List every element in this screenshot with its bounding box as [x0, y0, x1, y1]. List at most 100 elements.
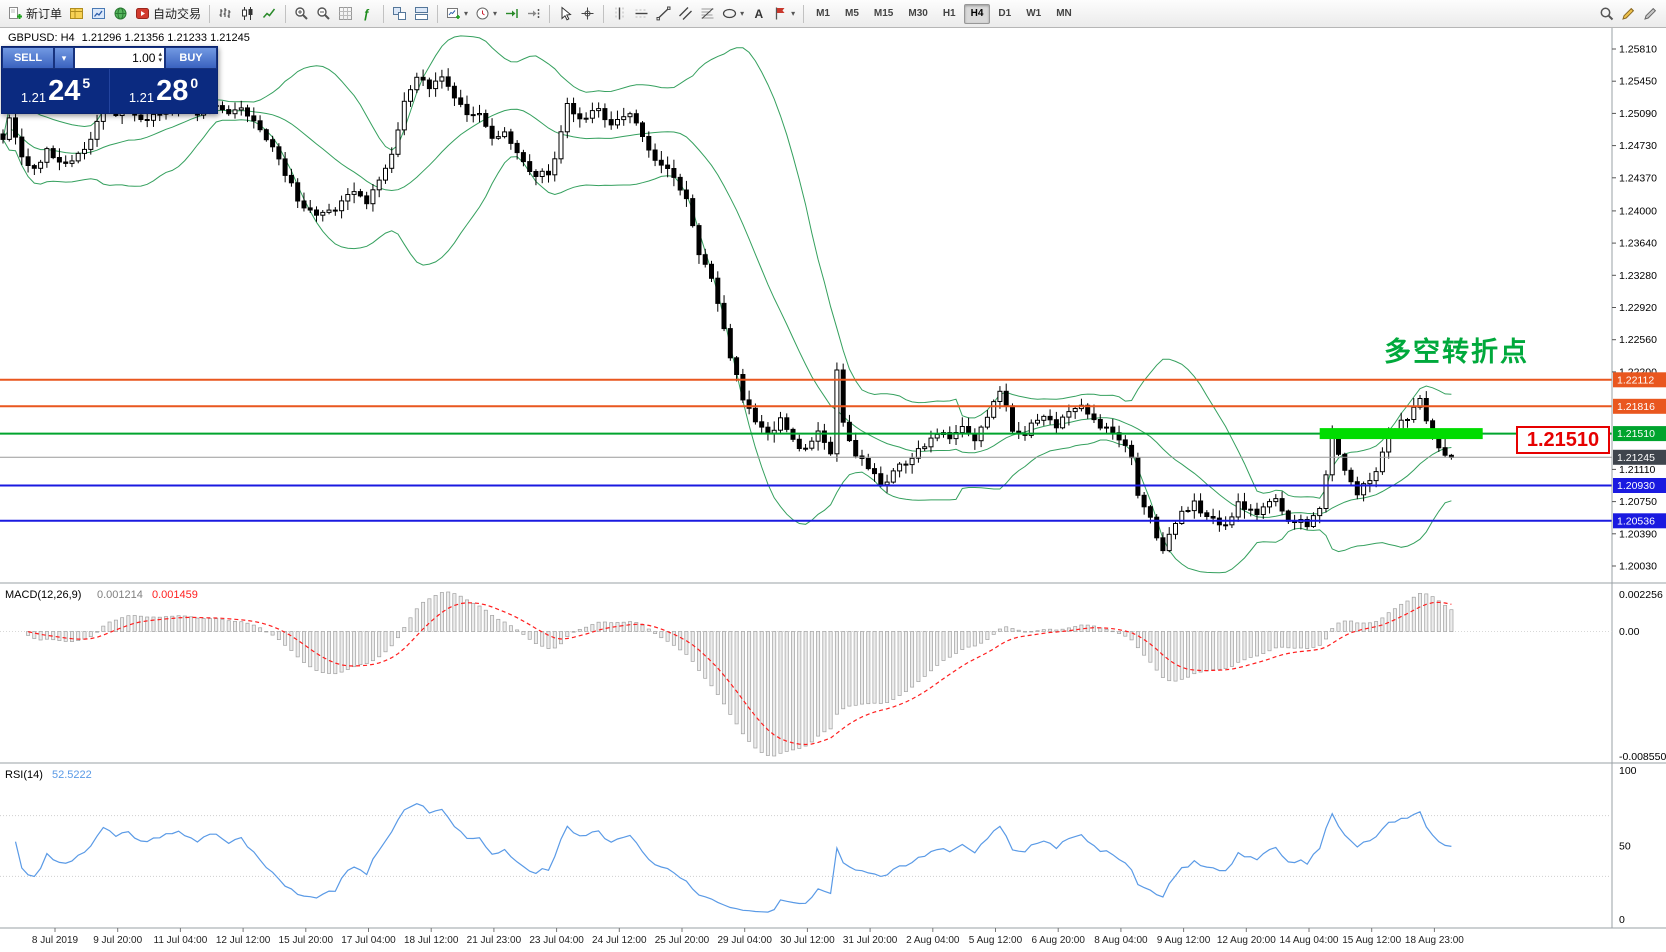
- cascade-windows-button[interactable]: [411, 2, 432, 26]
- search-button[interactable]: [1596, 2, 1617, 26]
- toolbar-separator: [285, 4, 287, 23]
- new-order-button[interactable]: 新订单: [5, 2, 65, 26]
- zoom-in-button[interactable]: [291, 2, 312, 26]
- time-axis-label: 12 Jul 12:00: [216, 935, 271, 946]
- current-price-badge: [1613, 449, 1666, 465]
- text-button[interactable]: A: [748, 2, 769, 26]
- highlight-zone[interactable]: [1319, 428, 1483, 440]
- cursor-icon: [558, 6, 573, 21]
- volume-stepper[interactable]: ▴ ▾: [155, 51, 162, 64]
- new-chart-button[interactable]: ▾: [443, 2, 471, 26]
- buy-price-big: 28: [156, 74, 189, 107]
- time-axis-label: 23 Jul 04:00: [529, 935, 584, 946]
- chartplus-icon: [446, 6, 461, 21]
- price-axis-label: 1.25090: [1619, 108, 1657, 120]
- chart-shift-button[interactable]: [523, 2, 544, 26]
- autotrading-button-label: 自动交易: [153, 7, 202, 21]
- tile-icon: [392, 6, 407, 21]
- panel-separators[interactable]: [0, 28, 1666, 929]
- tf-mn[interactable]: MN: [1056, 8, 1072, 19]
- autotrading-button[interactable]: 自动交易: [132, 2, 204, 26]
- horizontal-line-button[interactable]: [631, 2, 652, 26]
- tf-h4[interactable]: H4: [963, 3, 991, 24]
- tf-d1[interactable]: D1: [998, 8, 1012, 19]
- rsi-axis-label: 50: [1619, 841, 1631, 853]
- level-badge-1.21510: [1613, 426, 1666, 442]
- rsi-line: [14, 803, 1452, 913]
- bar-chart-button[interactable]: [215, 2, 236, 26]
- time-axis-label: 2 Aug 04:00: [906, 935, 960, 946]
- time-axis-label: 8 Jul 2019: [32, 935, 79, 946]
- candlestick-chart-button[interactable]: [237, 2, 258, 26]
- buy-price-sup: 0: [190, 75, 199, 91]
- chart-annotation[interactable]: 多空转折点: [1384, 337, 1529, 367]
- arrow-down-icon[interactable]: ▾: [158, 57, 162, 64]
- buy-button[interactable]: BUY: [165, 47, 217, 69]
- channel-button[interactable]: [675, 2, 696, 26]
- price-axis-label: 1.23280: [1619, 270, 1657, 282]
- tf-m5[interactable]: M5: [845, 8, 859, 19]
- zoomout-icon: [316, 6, 331, 21]
- autotrade-icon: [135, 6, 150, 21]
- tf-m30[interactable]: M30: [908, 8, 928, 19]
- time-axis[interactable]: 8 Jul 2019 9 Jul 20:00 11 Jul 04:00 12 Jul …: [32, 928, 1464, 946]
- macd-signal-value: 0.001459: [152, 589, 198, 601]
- trendline-button[interactable]: [653, 2, 674, 26]
- time-axis-label: 17 Jul 04:00: [341, 935, 396, 946]
- symbol-label: GBPUSD: H4: [8, 32, 75, 44]
- shapes-button[interactable]: ▾: [719, 2, 747, 26]
- volume-dropdown[interactable]: ▾: [54, 47, 74, 69]
- time-axis-label: 5 Aug 12:00: [969, 935, 1023, 946]
- volume-input[interactable]: 1.00 ▴ ▾: [74, 47, 165, 69]
- linechart-icon: [262, 6, 277, 21]
- buy-price[interactable]: 1.21 28 0: [110, 69, 217, 113]
- rsi-indicator-label: RSI(14): [5, 769, 43, 781]
- tf-m15[interactable]: M15: [873, 8, 894, 19]
- sell-price[interactable]: 1.21 24 5: [2, 69, 110, 113]
- fibonacci-button[interactable]: [697, 2, 718, 26]
- world-icon: [113, 6, 128, 21]
- time-axis-label: 18 Aug 23:00: [1405, 935, 1464, 946]
- pencil2-icon: [1643, 6, 1658, 21]
- level-badge-1.22112: [1613, 372, 1666, 388]
- profiles-button[interactable]: [66, 2, 87, 26]
- tf-h1[interactable]: H1: [942, 8, 956, 19]
- bollinger-upper-band: [2, 35, 1452, 499]
- tf-m1[interactable]: M1: [816, 8, 830, 19]
- toolbar-separator: [383, 4, 385, 23]
- zoom-out-button[interactable]: [313, 2, 334, 26]
- charts-window-button[interactable]: [88, 2, 109, 26]
- period-button[interactable]: ▾: [472, 2, 500, 26]
- flag-icon: [773, 6, 788, 21]
- arrow-up-icon[interactable]: ▴: [158, 51, 162, 58]
- time-axis-label: 9 Jul 20:00: [93, 935, 142, 946]
- channel-icon: [678, 6, 693, 21]
- tf-w1[interactable]: W1: [1026, 8, 1042, 19]
- level-badge-1.20536-label: 1.20536: [1617, 515, 1655, 527]
- auto-scroll-button[interactable]: [501, 2, 522, 26]
- edit-alt-button[interactable]: [1640, 2, 1661, 26]
- crosshair-button[interactable]: [577, 2, 598, 26]
- level-badge-1.21510-label: 1.21510: [1617, 428, 1655, 440]
- price-axis[interactable]: 1.25810 1.25450 1.25090 1.24730 1.24370 1.240…: [1612, 44, 1666, 573]
- charts-icon: [91, 6, 106, 21]
- indicators-button[interactable]: ƒ: [357, 2, 378, 26]
- grid-button[interactable]: [335, 2, 356, 26]
- terminal-button[interactable]: [110, 2, 131, 26]
- sell-price-big: 24: [48, 74, 81, 107]
- edit-button[interactable]: [1618, 2, 1639, 26]
- sell-button[interactable]: SELL: [2, 47, 54, 69]
- cursor-button[interactable]: [555, 2, 576, 26]
- caret-down-icon: ▾: [791, 9, 796, 18]
- vertical-line-button[interactable]: [609, 2, 630, 26]
- shapes-icon: [722, 6, 737, 21]
- tile-windows-button[interactable]: [389, 2, 410, 26]
- price-axis-label: 1.20390: [1619, 528, 1657, 540]
- macd-indicator-label: MACD(12,26,9): [5, 589, 81, 601]
- price-callout[interactable]: 1.21510: [1516, 426, 1610, 454]
- sell-price-sup: 5: [82, 75, 91, 91]
- arrows-button[interactable]: ▾: [770, 2, 798, 26]
- line-chart-button[interactable]: [259, 2, 280, 26]
- time-axis-label: 25 Jul 20:00: [655, 935, 710, 946]
